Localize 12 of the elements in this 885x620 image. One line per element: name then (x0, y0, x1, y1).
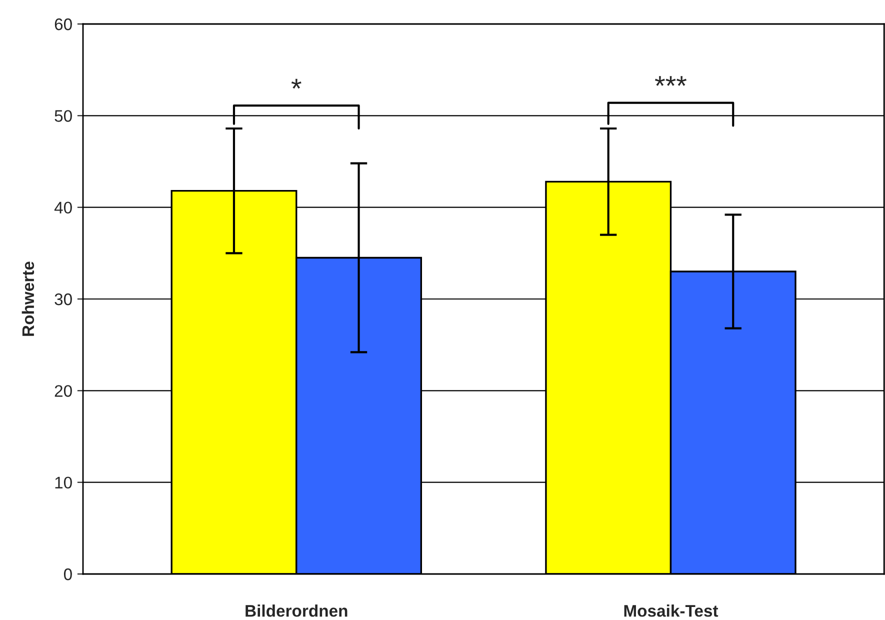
y-tick-label: 10 (55, 476, 72, 489)
y-tick-label: 60 (54, 18, 72, 30)
y-tick-label: 20 (54, 385, 72, 397)
y-tick-label: 0 (64, 568, 72, 580)
y-tick-label: 30 (54, 293, 72, 306)
x-tick-label: Mosaik-Test (624, 604, 718, 617)
y-tick-label: 40 (54, 202, 72, 214)
y-axis-title: Rohwerte (22, 262, 34, 336)
annotation: * (291, 78, 302, 89)
annotation: *** (654, 76, 687, 86)
x-tick-label: Bilderordnen (246, 604, 348, 617)
y-tick-label: 50 (54, 110, 72, 122)
